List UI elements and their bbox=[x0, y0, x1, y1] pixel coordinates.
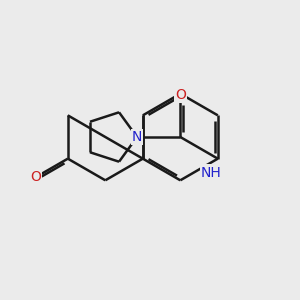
Text: N: N bbox=[132, 130, 142, 144]
Text: NH: NH bbox=[201, 166, 222, 179]
Text: O: O bbox=[175, 88, 186, 102]
Text: O: O bbox=[31, 170, 41, 184]
